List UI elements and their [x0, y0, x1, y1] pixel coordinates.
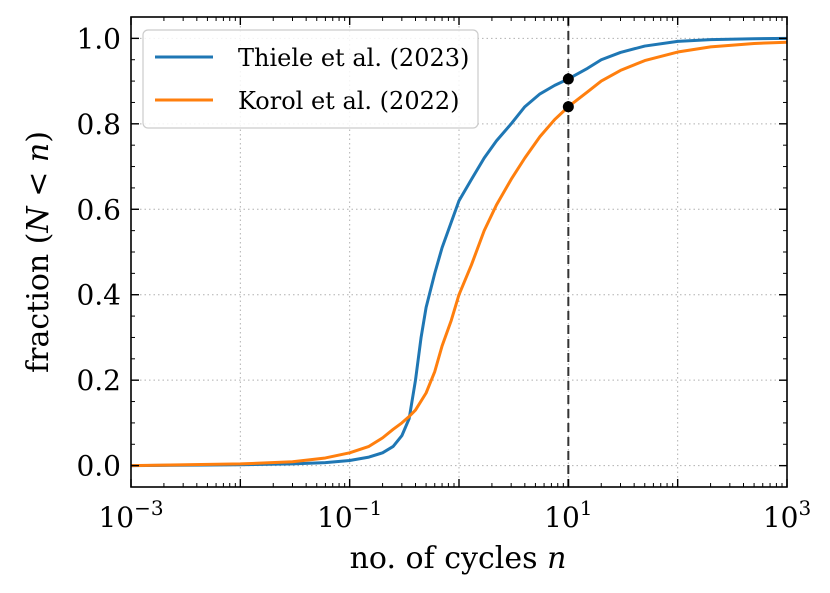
annotations — [562, 17, 574, 487]
y-tick-label: 1.0 — [76, 22, 121, 55]
y-tick-label: 0.2 — [76, 364, 121, 397]
series-line-0 — [130, 36, 788, 468]
legend-label-korol: Korol et al. (2022) — [238, 87, 459, 115]
major-ticks — [130, 17, 788, 487]
series-line-1 — [130, 40, 788, 468]
legend-label-thiele: Thiele et al. (2023) — [238, 44, 469, 72]
y-tick-label: 0.4 — [76, 279, 121, 312]
x-tick-label: 101 — [544, 496, 592, 534]
y-axis-label: fraction (N < n) — [21, 131, 56, 373]
legend: Thiele et al. (2023) Korol et al. (2022) — [142, 29, 479, 129]
series-lines — [130, 36, 788, 468]
tick-labels: 0.0 0.2 0.4 0.6 0.8 1.0 10−3 10−1 101 103 — [76, 22, 811, 534]
marker-point — [562, 101, 574, 113]
y-tick-label: 0.0 — [76, 450, 121, 483]
x-tick-label: 10−3 — [98, 496, 163, 534]
x-axis-label: no. of cycles n — [350, 541, 567, 576]
marker-point — [562, 73, 574, 85]
y-tick-label: 0.8 — [76, 108, 121, 141]
legend-box — [142, 29, 479, 129]
x-tick-label: 103 — [763, 496, 811, 534]
x-tick-label: 10−1 — [317, 496, 382, 534]
y-tick-label: 0.6 — [76, 193, 121, 226]
